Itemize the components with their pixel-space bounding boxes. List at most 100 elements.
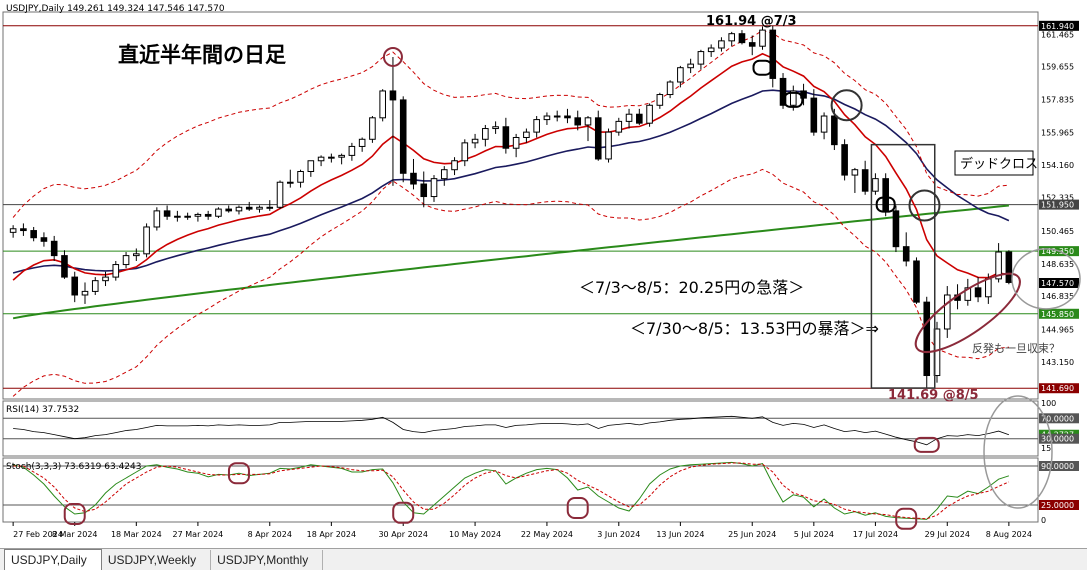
candle bbox=[523, 128, 530, 143]
candle-body-down bbox=[882, 178, 889, 212]
candle bbox=[502, 117, 510, 154]
candle-body-down bbox=[420, 183, 428, 198]
candle bbox=[266, 200, 274, 211]
candle bbox=[543, 112, 551, 125]
candle bbox=[461, 139, 469, 167]
candle-body-up bbox=[348, 145, 356, 156]
ma-cross-marker bbox=[875, 196, 896, 213]
tab-monthly[interactable]: USDJPY,Monthly bbox=[211, 550, 324, 570]
candle bbox=[533, 116, 540, 138]
stoch-tag-bg bbox=[1039, 461, 1079, 471]
candle-body-up bbox=[9, 228, 17, 233]
x-tick-label: 29 Jul 2024 bbox=[925, 530, 970, 539]
candle bbox=[964, 278, 972, 306]
rsi-oversold-marker bbox=[913, 436, 940, 453]
candle-body-up bbox=[379, 90, 386, 119]
tab-weekly[interactable]: USDJPY,Weekly bbox=[102, 550, 212, 570]
candle bbox=[410, 158, 417, 190]
candle-body-up bbox=[543, 115, 551, 121]
candle bbox=[707, 44, 715, 57]
candle bbox=[923, 296, 931, 389]
price-tag: 161.940 bbox=[1041, 22, 1074, 31]
candle bbox=[348, 142, 356, 161]
candle bbox=[389, 56, 397, 186]
candle bbox=[913, 257, 920, 304]
candle-body-up bbox=[328, 156, 335, 159]
candle-body-up bbox=[656, 94, 664, 106]
tab-daily[interactable]: USDJPY,Daily bbox=[4, 549, 102, 570]
candle bbox=[215, 207, 222, 219]
candle-body-up bbox=[153, 210, 161, 228]
candle bbox=[820, 112, 828, 140]
candle-body-down bbox=[389, 90, 397, 101]
candle-body-up bbox=[266, 206, 274, 209]
candle-body-up bbox=[451, 160, 458, 171]
candle-body-up bbox=[112, 264, 120, 278]
price-tick-label: 152.335 bbox=[1041, 194, 1074, 203]
candle-body-up bbox=[440, 169, 448, 180]
envelope-upper bbox=[12, 29, 1009, 218]
candle bbox=[256, 205, 263, 213]
candle-body-up bbox=[553, 115, 561, 118]
x-tick-label: 25 Jun 2024 bbox=[728, 530, 776, 539]
candle-body-down bbox=[810, 97, 818, 133]
price-tag-bg bbox=[1039, 277, 1079, 288]
price-panel-header: USDJPY,Daily 149.261 149.324 147.546 147… bbox=[6, 4, 225, 14]
price-tag-bg bbox=[1039, 308, 1079, 319]
axis-focus-ellipse bbox=[1011, 248, 1081, 310]
candle bbox=[379, 89, 386, 122]
stochastic-panel: 90.0000 25.0000 0 bbox=[3, 461, 1079, 525]
candle-body-up bbox=[646, 104, 653, 124]
candle-body-down bbox=[861, 169, 869, 192]
candle bbox=[851, 167, 859, 193]
rsi-axis-label: 30.0000 bbox=[1041, 435, 1074, 444]
x-tick-label: 10 May 2024 bbox=[449, 530, 501, 539]
candle bbox=[902, 232, 910, 267]
candle-body-up bbox=[102, 276, 109, 282]
dead-cross-label: デッドクロス bbox=[960, 156, 1038, 172]
x-tick-label: 18 Apr 2024 bbox=[307, 530, 356, 539]
candle bbox=[728, 31, 736, 47]
candle bbox=[656, 92, 664, 109]
candle-body-up bbox=[194, 213, 202, 217]
candle bbox=[451, 157, 458, 176]
stoch-d-line bbox=[13, 462, 1010, 520]
x-tick-label: 17 Jul 2024 bbox=[853, 530, 898, 539]
candle bbox=[779, 73, 787, 109]
price-tick-label: 154.160 bbox=[1041, 161, 1074, 170]
candle-body-up bbox=[995, 251, 1002, 280]
candle bbox=[831, 108, 838, 151]
x-tick-label: 8 Mar 2024 bbox=[52, 530, 98, 539]
candle bbox=[133, 248, 140, 261]
rebound-label: 反発も一旦収束？ bbox=[972, 341, 1060, 355]
candle-body-up bbox=[605, 131, 612, 160]
price-tag: 147.570 bbox=[1041, 279, 1074, 288]
candle-body-up bbox=[143, 226, 150, 255]
candle-body-up bbox=[666, 81, 674, 96]
candle-body-up bbox=[338, 154, 345, 158]
candle-body-up bbox=[789, 90, 797, 106]
candle-body-down bbox=[50, 240, 58, 257]
rsi-line bbox=[13, 415, 1010, 446]
candle-body-up bbox=[687, 63, 694, 69]
candle bbox=[71, 271, 79, 303]
price-tag: 151.950 bbox=[1041, 201, 1074, 210]
rebound-ellipse bbox=[914, 272, 1021, 354]
candle bbox=[245, 201, 253, 211]
candle bbox=[276, 180, 284, 210]
candle bbox=[50, 235, 58, 261]
x-tick-label: 22 May 2024 bbox=[521, 530, 573, 539]
decline-note-1: ＜7/3～8/5：20.25円の急落＞ bbox=[579, 278, 804, 297]
candle bbox=[9, 225, 17, 238]
candle-body-down bbox=[769, 29, 777, 79]
candle bbox=[769, 25, 777, 88]
candle bbox=[646, 103, 653, 127]
candle bbox=[20, 223, 27, 236]
candle bbox=[738, 30, 746, 45]
chart-tab-bar: USDJPY,Daily USDJPY,Weekly USDJPY,Monthl… bbox=[0, 548, 1087, 570]
price-tag: 141.690 bbox=[1041, 384, 1074, 393]
price-tick-label: 148.635 bbox=[1041, 260, 1074, 269]
candle-body-down bbox=[225, 208, 233, 212]
candle-body-down bbox=[779, 77, 787, 106]
